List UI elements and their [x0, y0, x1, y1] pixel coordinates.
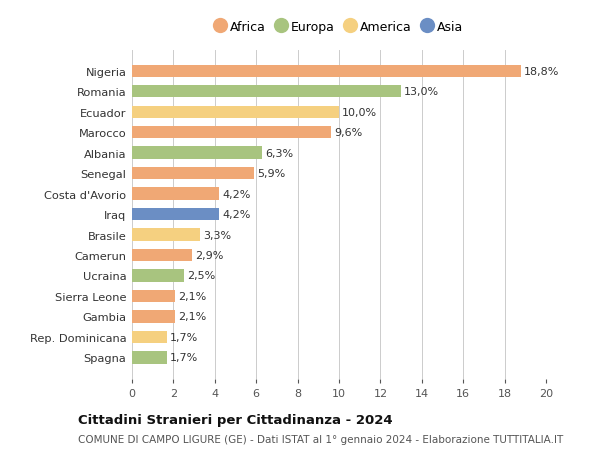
Text: 1,7%: 1,7%	[170, 353, 199, 363]
Text: 2,9%: 2,9%	[195, 251, 224, 260]
Bar	[132, 290, 175, 302]
Text: 10,0%: 10,0%	[342, 107, 377, 118]
Text: 5,9%: 5,9%	[257, 169, 286, 179]
Text: 3,3%: 3,3%	[203, 230, 232, 240]
Bar	[132, 86, 401, 98]
Text: Cittadini Stranieri per Cittadinanza - 2024: Cittadini Stranieri per Cittadinanza - 2…	[78, 413, 392, 426]
Bar	[132, 229, 200, 241]
Bar	[132, 331, 167, 343]
Bar	[132, 127, 331, 139]
Text: 2,1%: 2,1%	[179, 312, 207, 322]
Text: 13,0%: 13,0%	[404, 87, 439, 97]
Text: 4,2%: 4,2%	[222, 210, 250, 219]
Text: 2,1%: 2,1%	[179, 291, 207, 301]
Text: 1,7%: 1,7%	[170, 332, 199, 342]
Text: 6,3%: 6,3%	[266, 148, 293, 158]
Bar	[132, 168, 254, 180]
Bar	[132, 106, 339, 118]
Bar	[132, 249, 192, 262]
Text: 4,2%: 4,2%	[222, 189, 250, 199]
Text: 9,6%: 9,6%	[334, 128, 362, 138]
Bar	[132, 188, 219, 200]
Bar	[132, 352, 167, 364]
Text: COMUNE DI CAMPO LIGURE (GE) - Dati ISTAT al 1° gennaio 2024 - Elaborazione TUTTI: COMUNE DI CAMPO LIGURE (GE) - Dati ISTAT…	[78, 434, 563, 444]
Bar	[132, 65, 521, 78]
Bar	[132, 208, 219, 221]
Text: 2,5%: 2,5%	[187, 271, 215, 281]
Legend: Africa, Europa, America, Asia: Africa, Europa, America, Asia	[215, 21, 463, 34]
Bar	[132, 147, 262, 159]
Bar	[132, 270, 184, 282]
Text: 18,8%: 18,8%	[524, 67, 560, 77]
Bar	[132, 311, 175, 323]
